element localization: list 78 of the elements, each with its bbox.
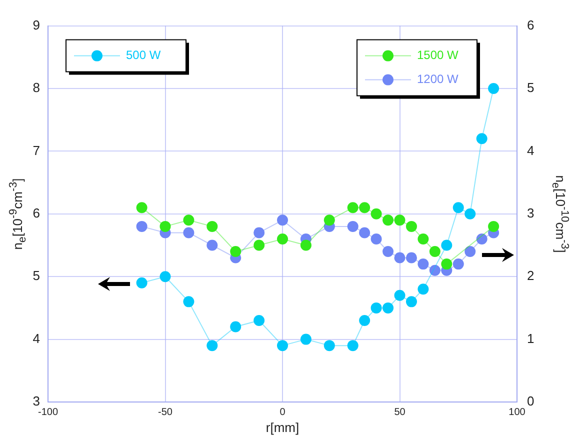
point xyxy=(183,296,194,308)
x-tick-label: 50 xyxy=(394,406,406,418)
point xyxy=(429,264,440,276)
point xyxy=(324,340,335,352)
point xyxy=(370,208,382,220)
point xyxy=(382,214,394,226)
y2-tick-label: 5 xyxy=(527,80,534,96)
point xyxy=(464,208,476,220)
point xyxy=(160,220,171,232)
point xyxy=(418,284,429,295)
point xyxy=(254,240,265,251)
point xyxy=(183,214,194,226)
point xyxy=(406,252,417,264)
point xyxy=(406,220,417,232)
point xyxy=(370,233,382,244)
y2-tick-label: 3 xyxy=(527,205,534,220)
point xyxy=(441,258,452,270)
point xyxy=(406,296,417,308)
point xyxy=(441,240,452,251)
y-tick-label: 8 xyxy=(32,80,40,96)
point xyxy=(136,277,148,288)
point xyxy=(136,202,148,214)
point xyxy=(160,271,171,282)
point xyxy=(230,246,242,258)
x-tick-label: -100 xyxy=(38,406,58,418)
x-tick-label: 100 xyxy=(508,406,526,418)
point xyxy=(359,314,370,326)
point xyxy=(359,202,370,214)
point xyxy=(476,133,488,144)
y-tick-label: 9 xyxy=(32,17,40,32)
point xyxy=(488,83,500,94)
point xyxy=(394,252,406,264)
y2-tick-label: 4 xyxy=(527,142,534,158)
x-tick-label: 0 xyxy=(280,406,286,418)
point xyxy=(206,220,218,232)
legend-label: 500 W xyxy=(126,48,162,62)
point xyxy=(382,246,394,258)
point xyxy=(359,227,370,238)
point xyxy=(452,202,464,214)
point xyxy=(324,214,335,226)
point xyxy=(382,302,394,314)
point xyxy=(300,240,312,251)
point xyxy=(206,240,218,251)
point xyxy=(394,214,406,226)
point xyxy=(347,220,358,232)
x-axis-title: r[mm] xyxy=(266,420,300,435)
point xyxy=(254,227,265,238)
point xyxy=(370,302,382,314)
point xyxy=(347,202,358,214)
point xyxy=(429,246,440,258)
point xyxy=(277,340,288,352)
point xyxy=(464,246,476,258)
point xyxy=(347,340,358,352)
point xyxy=(277,233,288,244)
point xyxy=(230,321,242,332)
point xyxy=(488,220,500,232)
y-tick-label: 3 xyxy=(32,394,40,409)
point xyxy=(183,227,194,238)
x-tick-label: -50 xyxy=(158,406,173,418)
point xyxy=(452,258,464,270)
point xyxy=(418,258,429,270)
legend-label: 1500 W xyxy=(417,48,460,62)
point xyxy=(394,290,406,301)
point xyxy=(136,220,148,232)
y-tick-label: 6 xyxy=(32,205,40,220)
y-tick-label: 7 xyxy=(32,142,40,158)
legend-label: 1200 W xyxy=(417,72,460,86)
y2-tick-label: 6 xyxy=(527,17,534,32)
y-tick-label: 5 xyxy=(32,268,40,284)
point xyxy=(300,334,312,345)
point xyxy=(476,233,488,244)
point xyxy=(254,314,265,326)
point xyxy=(206,340,218,352)
y2-tick-label: 1 xyxy=(527,330,534,346)
point xyxy=(418,233,429,244)
y2-tick-label: 2 xyxy=(527,268,534,284)
y-tick-label: 4 xyxy=(32,330,40,346)
point xyxy=(277,214,288,226)
